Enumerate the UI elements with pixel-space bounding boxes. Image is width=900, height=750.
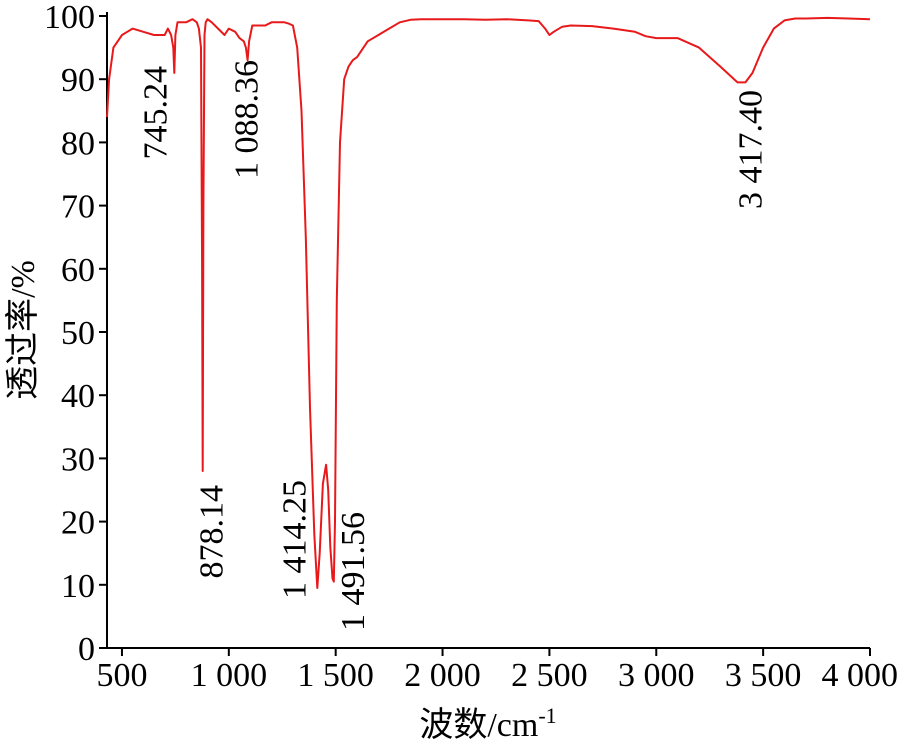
y-tick-label: 10 [61, 568, 95, 605]
y-ticks: 0 10 20 30 40 50 60 70 80 90 100 [44, 0, 107, 668]
y-tick-label: 90 [61, 62, 95, 99]
peak-label: 1 491.56 [335, 512, 372, 631]
x-tick-label: 3 000 [618, 657, 695, 694]
y-tick-label: 30 [61, 441, 95, 478]
y-tick-label: 20 [61, 505, 95, 542]
x-axis-title-superscript: -1 [538, 703, 556, 728]
peak-label: 745.24 [137, 66, 174, 160]
y-tick-label: 50 [61, 315, 95, 352]
y-tick-label: 40 [61, 378, 95, 415]
x-tick-label: 2 500 [511, 657, 588, 694]
x-tick-label: 1 000 [191, 657, 268, 694]
peak-label: 1 414.25 [276, 480, 313, 599]
peak-label: 3 417.40 [732, 90, 769, 209]
spectrum-line [106, 16, 871, 589]
x-tick-label: 3 500 [725, 657, 802, 694]
y-axis-title: 透过率/% [4, 260, 42, 400]
y-tick-label: 80 [61, 125, 95, 162]
peak-label: 878.14 [194, 485, 231, 579]
x-tick-label: 500 [96, 657, 147, 694]
x-axis-title-text: 波数/cm [419, 706, 538, 744]
x-tick-label: 2 000 [404, 657, 481, 694]
peak-annotations: 745.24 878.14 1 088.36 1 414.25 1 491.56 3 41… [137, 60, 769, 631]
axes [106, 12, 870, 649]
peak-label: 1 088.36 [229, 60, 266, 179]
x-tick-label: 1 500 [297, 657, 374, 694]
y-tick-label: 60 [61, 252, 95, 289]
y-tick-label: 0 [78, 631, 95, 668]
x-tick-label: 4 000 [822, 657, 899, 694]
y-tick-label: 70 [61, 189, 95, 226]
y-tick-label: 100 [44, 0, 95, 36]
x-axis-title: 波数/cm-1 [419, 703, 556, 744]
x-ticks: 500 1 000 1 500 2 000 2 500 3 000 3 500 4 000 [96, 648, 898, 694]
